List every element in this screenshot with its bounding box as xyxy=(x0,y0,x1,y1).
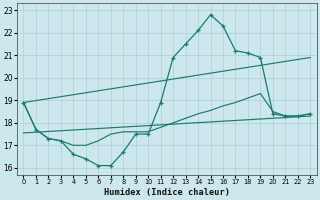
X-axis label: Humidex (Indice chaleur): Humidex (Indice chaleur) xyxy=(104,188,230,197)
